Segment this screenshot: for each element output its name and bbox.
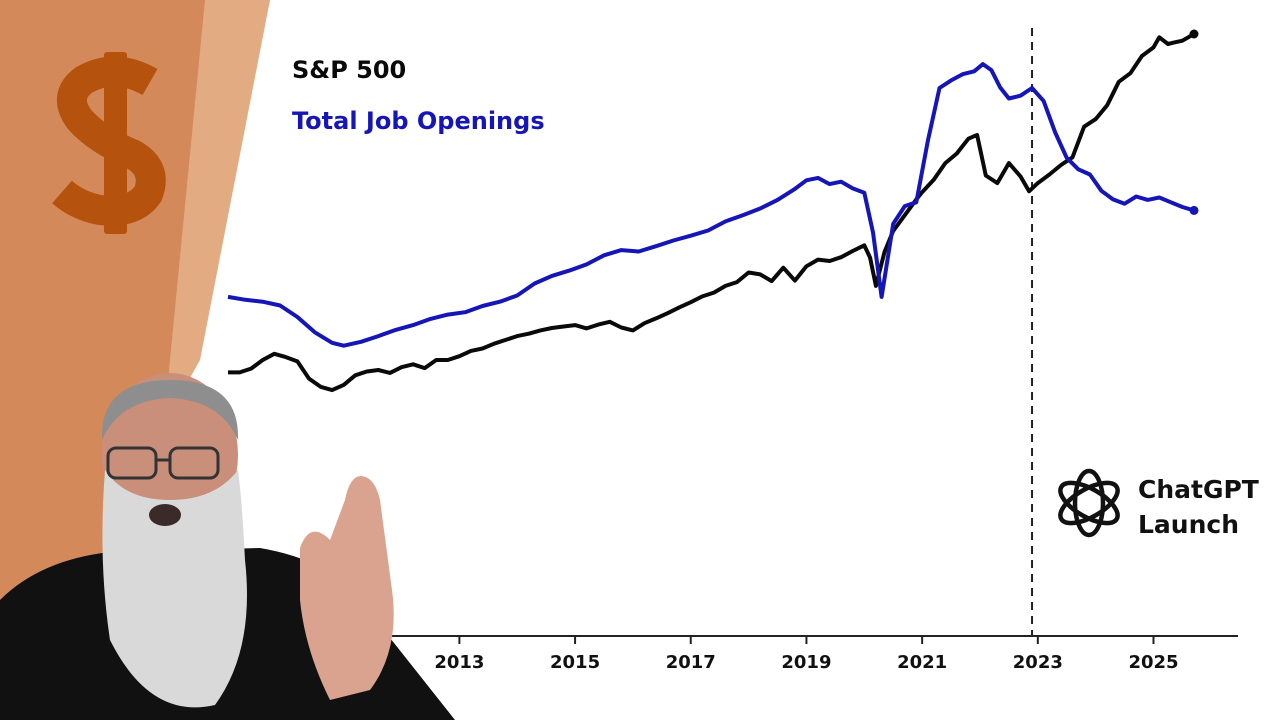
series-sp500-line [228,32,1196,393]
series-job-openings-line [227,62,1195,348]
series-sp500-endpoint [1189,29,1199,39]
annotation-line1: ChatGPT [1138,475,1259,504]
plot-area: 20112013201520172019202120232025 [227,28,1238,673]
presenter-figure [0,373,455,720]
x-tick-label: 2017 [666,652,716,673]
x-tick-label: 2013 [434,652,484,673]
openai-logo-icon [1058,468,1120,538]
legend-sp500: S&P 500 [292,56,406,84]
x-tick-label: 2015 [550,652,600,673]
legend-job-openings: Total Job Openings [292,107,545,135]
x-tick-label: 2019 [781,652,831,673]
dollar-sign-icon [52,52,166,234]
series-job-openings-endpoint [1189,205,1199,215]
x-tick-label: 2025 [1128,652,1178,673]
annotation-chatgpt-launch: ChatGPT Launch [1058,468,1259,539]
left-panel [0,0,270,720]
x-tick-label: 2023 [1013,652,1063,673]
annotation-line2: Launch [1138,510,1239,539]
series-group [227,29,1199,393]
x-tick-label: 2021 [897,652,947,673]
x-axis-ticks: 20112013201520172019202120232025 [319,636,1179,673]
